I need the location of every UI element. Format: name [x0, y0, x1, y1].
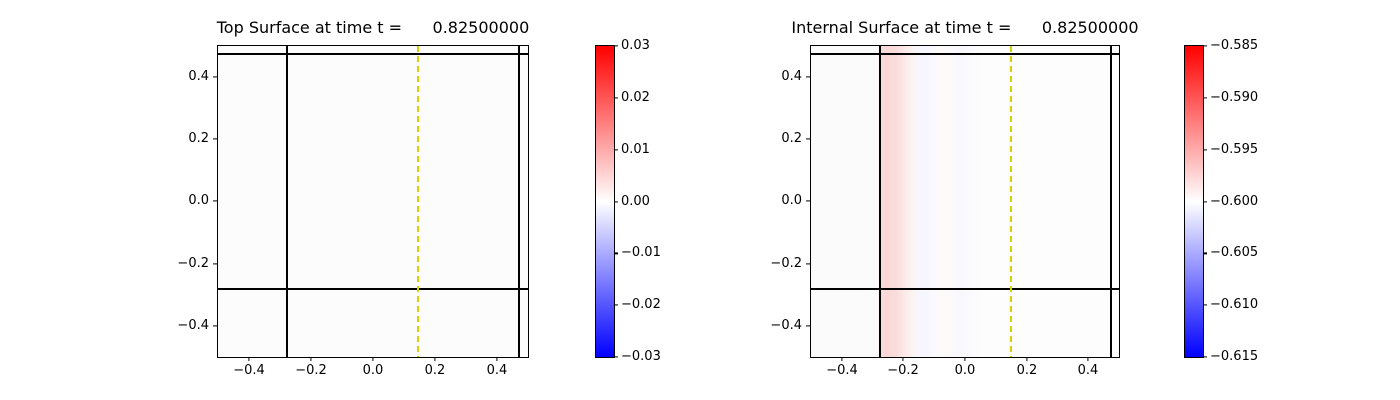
- x-axis-tick: [964, 357, 966, 361]
- x-axis-tick: [248, 357, 250, 361]
- x-axis-tick-label: −0.4: [826, 363, 858, 378]
- domain-hline-upper: [811, 53, 1119, 55]
- y-axis-tick: [212, 325, 217, 327]
- x-axis-tick-label: 0.2: [424, 363, 446, 378]
- x-axis-tick-label: −0.2: [295, 363, 327, 378]
- x-axis-tick-label: −0.4: [233, 363, 265, 378]
- dashed-marker-vline: [1010, 46, 1012, 357]
- domain-vline-right: [518, 46, 520, 357]
- x-axis-tick-label: 0.0: [362, 363, 384, 378]
- x-axis-tick-label: 0.4: [486, 363, 508, 378]
- domain-vline-left: [879, 46, 881, 357]
- colorbar-tick: [1203, 45, 1207, 47]
- colorbar-tick: [614, 149, 618, 151]
- colorbar-tick-label: 0.03: [621, 38, 650, 53]
- colorbar-tick: [614, 356, 618, 358]
- y-axis-tick-label: 0.2: [188, 131, 209, 146]
- y-axis-tick: [805, 138, 810, 140]
- colorbar-tick: [614, 97, 618, 99]
- y-axis-tick-label: −0.2: [177, 256, 209, 271]
- domain-hline-upper: [218, 53, 528, 55]
- x-axis-tick-label: 0.0: [954, 363, 976, 378]
- dashed-marker-vline: [417, 46, 419, 357]
- internal-surface-colorbar: −0.585 −0.590 −0.595 −0.600 −0.605 −0.61…: [1184, 39, 1258, 364]
- y-axis-tick: [805, 76, 810, 78]
- x-axis-tick-label: 0.4: [1077, 363, 1099, 378]
- y-axis-tick: [805, 200, 810, 202]
- domain-hline-lower: [811, 288, 1119, 290]
- x-axis-tick: [310, 357, 312, 361]
- y-axis-tick: [805, 325, 810, 327]
- colorbar-tick-label: −0.590: [1210, 89, 1259, 105]
- colorbar-tick: [614, 304, 618, 306]
- colorbar-tick-label: 0.01: [621, 141, 650, 157]
- x-axis-tick: [902, 357, 904, 361]
- x-axis-tick: [1087, 357, 1089, 361]
- domain-vline-right: [1110, 46, 1112, 357]
- x-axis-tick: [1026, 357, 1028, 361]
- y-axis-tick: [212, 263, 217, 265]
- domain-hline-lower: [218, 288, 528, 290]
- y-axis-tick-label: 0.2: [781, 131, 802, 146]
- y-axis-tick-label: −0.4: [770, 318, 802, 333]
- colorbar-tick-label: −0.585: [1210, 38, 1259, 53]
- x-axis-tick: [496, 357, 498, 361]
- colorbar-tick-label: −0.615: [1210, 349, 1259, 364]
- y-axis-tick-label: 0.4: [781, 69, 802, 84]
- top-surface-axes: Top Surface at time t = 0.82500000 −0.4 …: [177, 19, 529, 378]
- y-axis-tick: [212, 138, 217, 140]
- colorbar-tick-label: −0.03: [621, 349, 661, 364]
- y-axis-tick: [212, 200, 217, 202]
- x-axis-tick: [372, 357, 374, 361]
- x-axis-tick-label: −0.2: [887, 363, 919, 378]
- colorbar-tick: [614, 200, 618, 203]
- top-surface-colorbar: 0.03 0.02 0.01 0.00 −0.01 −0.02 −0.03: [595, 39, 661, 364]
- top-surface-title: Top Surface at time t = 0.82500000: [216, 18, 530, 37]
- y-axis-tick-label: −0.4: [177, 318, 209, 333]
- colorbar-tick: [1203, 200, 1207, 203]
- y-axis-tick-label: 0.0: [781, 193, 802, 208]
- y-axis-tick-label: 0.0: [188, 193, 209, 208]
- colorbar-tick-label: 0.00: [621, 193, 650, 209]
- colorbar-tick-label: −0.600: [1210, 193, 1259, 209]
- x-axis-tick: [841, 357, 843, 361]
- colorbar-tick-label: −0.595: [1210, 141, 1259, 157]
- y-axis-tick-label: 0.4: [188, 69, 209, 84]
- colorbar-tick: [1203, 356, 1207, 358]
- colorbar-tick-label: −0.01: [621, 245, 661, 261]
- colorbar-tick: [1203, 97, 1207, 99]
- colorbar-tick-label: −0.02: [621, 297, 661, 313]
- domain-vline-left: [286, 46, 288, 357]
- colorbar-tick-label: −0.605: [1210, 245, 1259, 261]
- colorbar-tick: [1203, 252, 1207, 254]
- colorbar-tick: [614, 252, 618, 254]
- y-axis-tick: [212, 76, 217, 78]
- x-axis-tick-label: 0.2: [1016, 363, 1038, 378]
- y-axis-tick: [805, 263, 810, 265]
- colorbar-tick: [1203, 149, 1207, 151]
- y-axis-tick-label: −0.2: [770, 256, 802, 271]
- internal-surface-title: Internal Surface at time t = 0.82500000: [791, 18, 1139, 37]
- internal-surface-axes: Internal Surface at time t = 0.82500000 …: [770, 19, 1138, 378]
- x-axis-tick: [434, 357, 436, 361]
- colorbar-tick: [614, 45, 618, 47]
- colorbar-tick-label: 0.02: [621, 89, 650, 105]
- colorbar-tick: [1203, 304, 1207, 306]
- colorbar-tick-label: −0.610: [1210, 297, 1259, 313]
